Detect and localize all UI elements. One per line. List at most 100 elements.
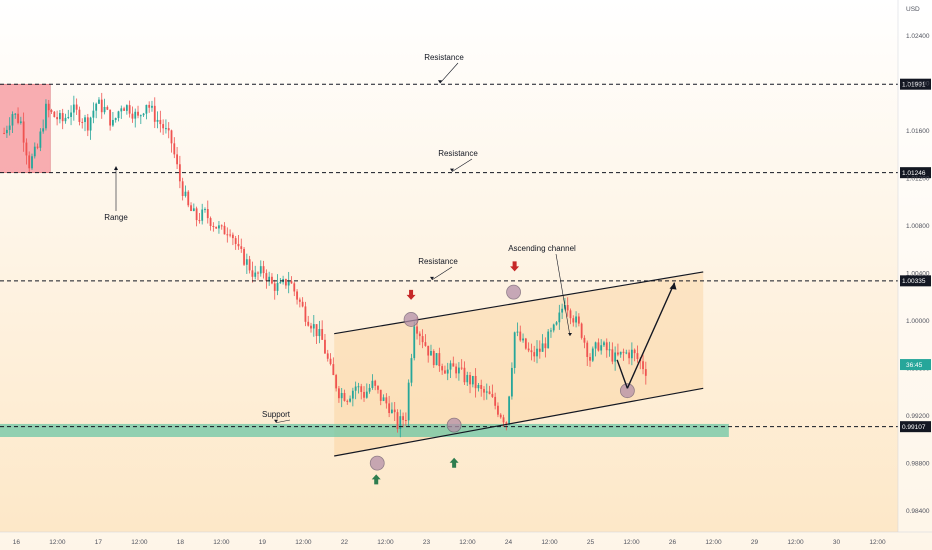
channel-annotation: Ascending channel: [508, 244, 576, 253]
candle-body: [444, 370, 446, 374]
time-tick-label: 18: [177, 539, 185, 546]
candle-body: [75, 104, 78, 110]
resistance-2-annotation: Resistance: [438, 149, 478, 158]
resistance-1-price-label: 1.01991: [902, 82, 926, 89]
candle-body: [139, 115, 142, 117]
plot-area: [0, 83, 729, 456]
candle-body: [67, 116, 70, 118]
candle-body: [365, 391, 368, 398]
candle-body: [558, 312, 561, 323]
candle-body: [497, 405, 499, 415]
time-tick-label: 22: [341, 539, 349, 546]
current-price-tag: [900, 359, 931, 371]
time-scale-panel[interactable]: [0, 532, 932, 550]
candle-body: [636, 353, 639, 359]
time-tick-label: 19: [259, 539, 267, 546]
candle-body: [483, 388, 485, 393]
time-axis[interactable]: 16 12:00 17 12:00 18 12:00 19 12:00 22 12:00 23 12:…: [13, 539, 886, 546]
candle-body: [608, 349, 611, 351]
candle-body: [522, 338, 524, 341]
candle-body: [374, 380, 377, 386]
candle-body: [89, 117, 92, 131]
candle-body: [393, 409, 396, 413]
candle-body: [120, 108, 123, 112]
down-arrow-marker: [406, 289, 416, 300]
candle-body: [455, 366, 458, 374]
candle-body: [385, 397, 388, 404]
candle-body: [153, 105, 156, 122]
time-tick-label: 12:00: [541, 539, 558, 546]
candle-body: [396, 412, 399, 429]
candle-body: [351, 390, 354, 399]
candle-body: [382, 397, 385, 401]
candle-body: [61, 113, 64, 122]
candle-body: [580, 323, 583, 338]
candle-body: [273, 283, 276, 291]
candle-body: [416, 326, 418, 334]
candle-body: [72, 104, 75, 113]
candle-body: [340, 392, 343, 399]
price-tick-label: 0.98800: [906, 460, 930, 467]
candle-body: [271, 276, 273, 284]
price-tick-label: 1.01600: [906, 128, 930, 135]
touch-point-circle: [619, 383, 635, 399]
resistance-3-annotation-pointer-head: [430, 276, 434, 280]
candle-body: [123, 108, 125, 111]
price-tick-label: 0.99200: [906, 413, 930, 420]
candle-body: [125, 105, 128, 111]
resistance-2-annotation-pointer-head: [450, 168, 454, 172]
candle-body: [402, 416, 404, 421]
up-arrow-marker: [449, 457, 459, 468]
channel-upper-line: [334, 271, 704, 335]
candle-body: [513, 332, 516, 368]
candle-body: [508, 396, 511, 424]
resistance-1-price-tag: [900, 78, 931, 90]
candle-body: [131, 113, 134, 119]
price-axis[interactable]: 1.01991 1.01246 1.00335 0.99107 1.02400 1.020…: [900, 33, 931, 515]
candle-body: [5, 129, 8, 134]
candle-body: [148, 104, 151, 108]
candle-body: [488, 391, 491, 394]
candle-body: [170, 130, 173, 144]
candle-body: [279, 282, 282, 284]
candle-body: [338, 388, 340, 399]
resistance-2-annotation-pointer: [451, 158, 473, 172]
candle-body: [50, 110, 53, 112]
candle-body: [296, 291, 298, 300]
time-tick-label: 30: [833, 539, 841, 546]
time-tick-label: 24: [505, 539, 513, 546]
candle-body: [360, 386, 363, 392]
candle-body: [142, 113, 145, 116]
candle-body: [268, 276, 271, 281]
candle-body: [8, 125, 11, 130]
candle-body: [438, 353, 441, 367]
candle-body: [114, 118, 117, 120]
candle-body: [332, 364, 335, 376]
candle-body: [106, 106, 109, 110]
candle-body: [248, 259, 251, 271]
candle-body: [630, 349, 633, 359]
candle-body: [45, 103, 47, 129]
candle-body: [318, 329, 321, 337]
support-annotation: Support: [262, 410, 291, 419]
candle-body: [201, 209, 204, 221]
candle-body: [368, 387, 371, 392]
candle-body: [491, 393, 494, 397]
channel-annotation-pointer-head: [568, 333, 572, 336]
candle-body: [452, 363, 455, 367]
time-tick-label: 29: [751, 539, 759, 546]
candle-body: [198, 220, 201, 222]
support-price-label: 0.99107: [902, 424, 926, 431]
candle-body: [204, 209, 206, 211]
candle-body: [427, 345, 430, 356]
price-tick-label: 1.00400: [906, 270, 930, 277]
candle-body: [25, 142, 28, 156]
candle-body: [145, 104, 148, 114]
projection-path: [626, 282, 676, 389]
candle-body: [310, 325, 312, 329]
candle-body: [56, 117, 59, 120]
annotation-layer: Resistance Resistance Resistance Support Asc…: [0, 53, 898, 485]
candle-body: [516, 331, 519, 333]
support-zone: [0, 423, 729, 437]
